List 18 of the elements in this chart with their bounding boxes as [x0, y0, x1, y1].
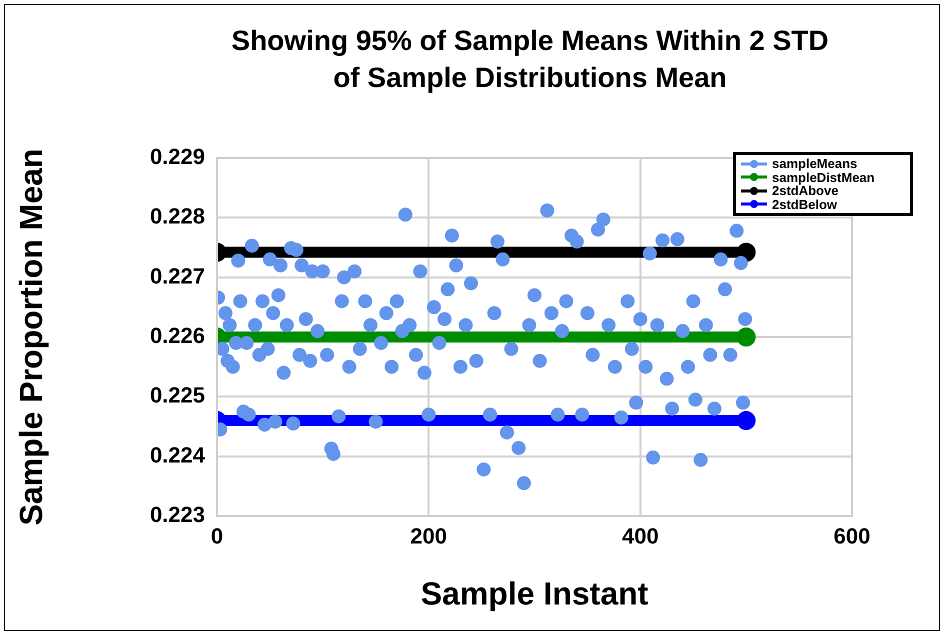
- x-tick-label: 0: [210, 523, 224, 548]
- x-tick-label: 200: [410, 523, 448, 548]
- legend-label: sampleMeans: [772, 156, 858, 172]
- y-tick-label: 0.223: [150, 502, 205, 528]
- y-tick-label: 0.229: [150, 144, 205, 170]
- legend-label: 2stdBelow: [772, 196, 838, 212]
- legend-label: 2stdAbove: [772, 183, 838, 198]
- x-tick-label: 400: [622, 523, 659, 548]
- x-axis-title: Sample Instant: [420, 576, 649, 612]
- chart-title: Showing 95% of Sample Means Within 2 STD of Sample Distributions Mean: [230, 24, 830, 95]
- y-tick-label: 0.227: [150, 263, 205, 288]
- x-tick-label: 600: [834, 523, 870, 548]
- y-axis-title: Sample Proportion Mean: [13, 148, 50, 526]
- y-tick-label: 0.226: [150, 323, 205, 348]
- y-tick-label: 0.228: [150, 204, 205, 229]
- legend-label: sampleDistMean: [772, 170, 875, 185]
- y-tick-label: 0.224: [150, 442, 206, 468]
- y-tick-label: 0.225: [150, 382, 205, 408]
